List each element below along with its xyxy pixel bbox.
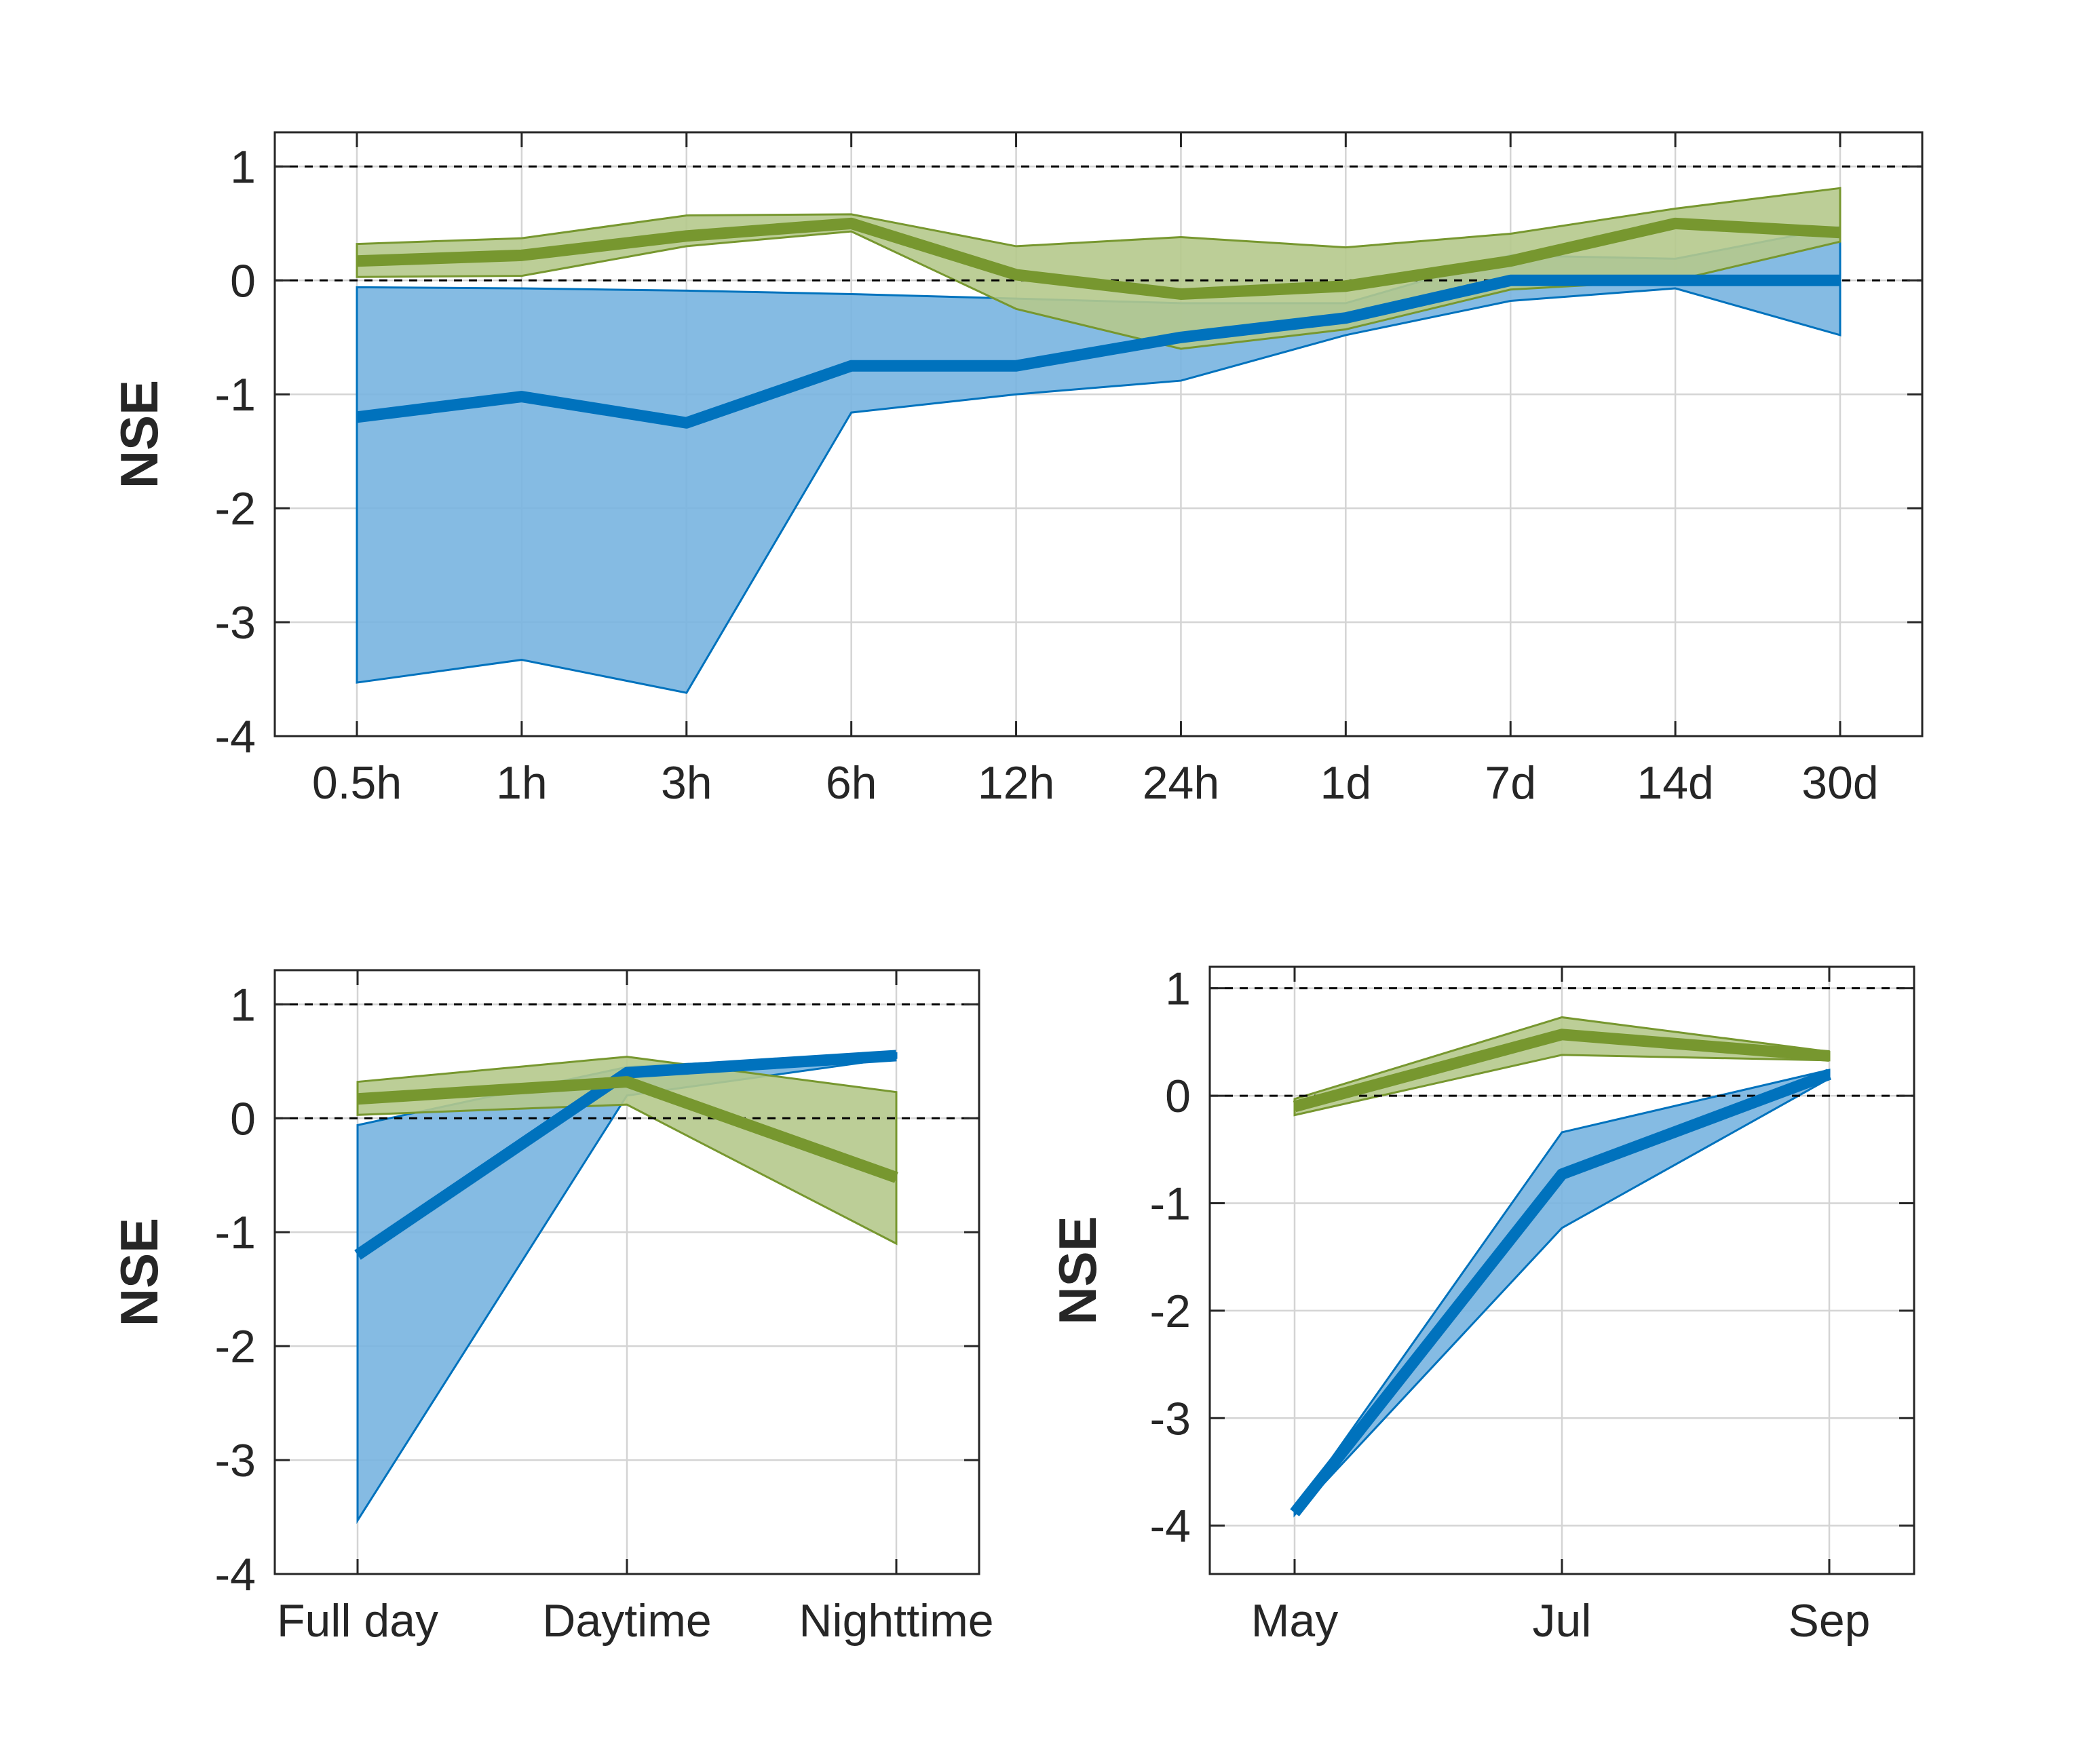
y-tick-label: 1 (1165, 963, 1191, 1015)
y-tick-label: 0 (230, 1093, 256, 1145)
y-tick-label: 0 (230, 255, 256, 307)
x-tick-label: 24h (1143, 757, 1219, 809)
y-tick-label: -1 (1150, 1178, 1191, 1229)
panel-bottom-right: -4 -3 -2 -1 0 1 May Jul Sep NSE (1048, 963, 1915, 1647)
x-tick-label: 12h (978, 757, 1054, 809)
x-tick-label: Sep (1789, 1595, 1871, 1647)
x-tick-label: 1h (496, 757, 548, 809)
x-tick-label: 1d (1320, 757, 1372, 809)
y-tick-label: 1 (230, 979, 256, 1031)
band-green (356, 1056, 898, 1246)
x-tick-label: Nighttime (799, 1595, 993, 1647)
y-tick-label: -3 (215, 597, 256, 649)
x-tick-label: 6h (826, 757, 877, 809)
x-tick-label: 7d (1485, 757, 1536, 809)
series-line-green (356, 217, 1841, 300)
y-tick-label: 1 (230, 141, 256, 193)
y-axis-label: NSE (109, 380, 169, 488)
panel-top: -4 -3 -2 -1 0 1 0.5h 1h 3h 6h 12h 24h 1d 7d 14d 30d NSE (109, 131, 1924, 809)
y-tick-label: -2 (215, 1321, 256, 1372)
x-tick-label: May (1251, 1595, 1338, 1647)
y-tick-label: -1 (215, 1207, 256, 1259)
y-tick-label: -4 (215, 1549, 256, 1600)
panel-bottom-left: -4 -3 -2 -1 0 1 Full day Daytime Nighttime NSE (109, 969, 994, 1647)
x-tick-label: 0.5h (312, 757, 402, 809)
series-line-blue (356, 274, 1840, 429)
y-tick-label: -3 (215, 1435, 256, 1486)
x-tick-label: 14d (1637, 757, 1713, 809)
y-tick-label: -1 (215, 369, 256, 421)
y-axis-label: NSE (1048, 1216, 1107, 1324)
x-tick-label: Daytime (542, 1595, 711, 1647)
y-tick-label: -4 (1150, 1501, 1191, 1552)
y-tick-label: -3 (1150, 1393, 1191, 1444)
series-line-green (1293, 1029, 1830, 1113)
series-line-green (357, 1076, 898, 1183)
x-tick-label: Jul (1533, 1595, 1592, 1647)
y-tick-label: -2 (1150, 1286, 1191, 1337)
y-axis-label: NSE (109, 1218, 169, 1326)
y-tick-label: 0 (1165, 1071, 1191, 1122)
x-tick-label: 30d (1801, 757, 1878, 809)
y-tick-label: -4 (215, 711, 256, 763)
y-tick-label: -2 (215, 483, 256, 535)
x-tick-label: Full day (277, 1595, 438, 1647)
axes-frame (273, 131, 1924, 737)
band-blue (356, 225, 1841, 694)
x-tick-label: 3h (661, 757, 712, 809)
series-line-blue (1290, 1069, 1831, 1516)
series-line-blue (354, 1050, 897, 1260)
